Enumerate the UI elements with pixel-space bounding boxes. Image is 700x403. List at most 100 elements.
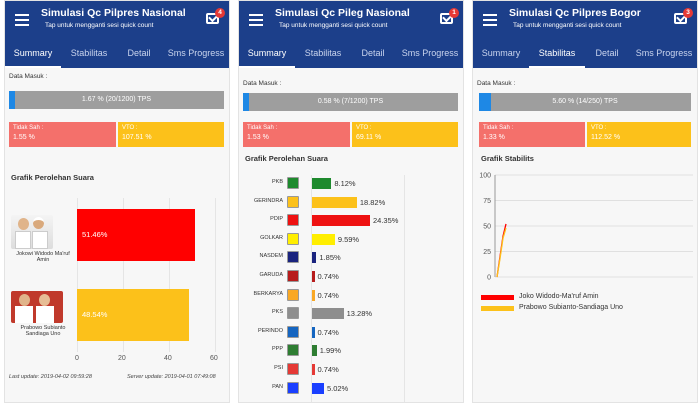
tab-sms-progress[interactable]: Sms Progress <box>401 48 459 58</box>
x-tick-60: 60 <box>210 355 218 362</box>
legend-label-2: Prabowo Subianto-Sandiaga Uno <box>519 304 623 311</box>
inbox-icon[interactable] <box>674 13 687 24</box>
notification-badge: 3 <box>683 8 693 18</box>
candidate-2-photo <box>11 291 63 323</box>
party-row: PSI 0.74% <box>239 361 463 379</box>
series-line-2 <box>496 227 507 278</box>
x-tick-40: 40 <box>164 355 172 362</box>
party-logo-icon <box>287 325 299 338</box>
app-subtitle[interactable]: Tap untuk mengganti sesi quick count <box>45 22 154 29</box>
screen-pileg-nasional: Simulasi Qc Pileg Nasional Tap untuk men… <box>238 0 464 403</box>
candidate-1-photo <box>11 215 53 249</box>
party-row: PKS 13.28% <box>239 305 463 323</box>
party-bar <box>312 196 357 208</box>
app-title[interactable]: Simulasi Qc Pilpres Bogor <box>509 7 641 19</box>
menu-icon[interactable] <box>483 14 497 26</box>
party-name: GOLKAR <box>260 234 283 241</box>
vto-box: VTO : 69.11 % <box>352 122 458 147</box>
progress-text: 0.58 % (7/1200) TPS <box>317 98 384 105</box>
app-title[interactable]: Simulasi Qc Pileg Nasional <box>275 7 410 19</box>
progress-fill <box>9 91 15 109</box>
y-tick-label: 0 <box>487 275 491 282</box>
vto-value: 69.11 % <box>356 134 382 141</box>
data-masuk-label: Data Masuk : <box>477 80 516 87</box>
tab-stabilitas[interactable]: Stabilitas <box>304 48 342 58</box>
party-logo-icon <box>287 251 299 264</box>
notification-badge: 4 <box>215 8 225 18</box>
tab-bar: Summary Stabilitas Detail Sms Progress <box>473 41 697 68</box>
party-name: GARUDA <box>259 272 283 278</box>
party-value: 0.74% <box>317 290 339 300</box>
party-value: 5.02% <box>326 383 349 393</box>
menu-icon[interactable] <box>249 14 263 26</box>
party-row: NASDEM 1.85% <box>239 249 463 267</box>
tab-sms-progress[interactable]: Sms Progress <box>635 48 693 58</box>
y-tick-label: 75 <box>483 198 491 205</box>
party-name: GERINDRA <box>253 197 283 204</box>
app-subtitle[interactable]: Tap untuk mengganti sesi quick count <box>513 22 622 29</box>
party-bar <box>312 289 315 301</box>
tidak-sah-box: Tidak Sah : 1.33 % <box>479 122 585 147</box>
party-logo-icon <box>287 288 299 301</box>
notification-badge: 1 <box>449 8 459 18</box>
tidak-sah-box: Tidak Sah : 1.53 % <box>243 122 350 147</box>
party-name: PDIP <box>270 216 283 223</box>
party-value: 24.35% <box>373 216 399 226</box>
tab-stabilitas[interactable]: Stabilitas <box>70 48 108 58</box>
party-logo-icon <box>287 344 299 357</box>
app-subtitle[interactable]: Tap untuk mengganti sesi quick count <box>279 22 388 29</box>
party-name: PKB <box>271 179 283 185</box>
candidate-2-label: Prabowo Subianto Sandiaga Uno <box>20 325 66 337</box>
tidak-sah-value: 1.33 % <box>483 134 505 141</box>
party-row: GOLKAR 9.59% <box>239 231 463 249</box>
progress-text: 5.60 % (14/250) TPS <box>552 98 618 105</box>
stability-chart: 0 25 50 75 100 <box>479 173 693 282</box>
party-bar <box>312 215 370 227</box>
app-bar: Simulasi Qc Pilpres Nasional Tap untuk m… <box>5 1 229 41</box>
data-masuk-label: Data Masuk : <box>9 73 48 80</box>
last-update: Last update: 2019-04-02 09:59:28 <box>9 374 92 380</box>
party-value: 0.74% <box>317 327 339 337</box>
tidak-sah-label: Tidak Sah : <box>247 125 278 131</box>
party-value: 1.99% <box>319 346 342 356</box>
tab-detail[interactable]: Detail <box>127 48 151 58</box>
party-logo-icon <box>287 232 299 245</box>
tab-summary[interactable]: Summary <box>239 41 295 68</box>
data-masuk-progress: 0.58 % (7/1200) TPS <box>243 93 458 111</box>
inbox-icon[interactable] <box>206 13 219 24</box>
inbox-icon[interactable] <box>440 13 453 24</box>
tab-summary[interactable]: Summary <box>5 41 61 68</box>
data-masuk-progress: 1.67 % (20/1200) TPS <box>9 91 224 109</box>
menu-icon[interactable] <box>15 14 29 26</box>
party-logo-icon <box>287 214 299 227</box>
progress-text: 1.67 % (20/1200) TPS <box>81 96 152 103</box>
data-masuk-progress: 5.60 % (14/250) TPS <box>479 93 691 111</box>
party-name: BERKARYA <box>253 290 283 297</box>
party-bar <box>312 178 332 189</box>
party-name: PKS <box>271 309 283 316</box>
party-bar <box>312 271 315 282</box>
legend-label-1: Joko Widodo-Ma'ruf Amin <box>519 293 599 300</box>
tab-stabilitas[interactable]: Stabilitas <box>529 41 585 68</box>
vto-value: 112.52 % <box>591 134 621 141</box>
party-name: PSI <box>274 365 283 371</box>
party-row: PDIP 24.35% <box>239 212 463 230</box>
vto-value: 107.51 % <box>122 134 152 141</box>
party-row: PAN 5.02% <box>239 380 463 398</box>
party-value: 18.82% <box>359 197 386 207</box>
party-bar <box>312 364 315 375</box>
tab-detail[interactable]: Detail <box>595 48 619 58</box>
tab-sms-progress[interactable]: Sms Progress <box>167 48 225 58</box>
app-title[interactable]: Simulasi Qc Pilpres Nasional <box>41 7 186 19</box>
party-bar <box>312 382 324 394</box>
vto-label: VTO : <box>591 125 607 131</box>
party-row: GERINDRA 18.82% <box>239 194 463 212</box>
party-logo-icon <box>287 307 299 320</box>
vto-label: VTO : <box>122 125 138 131</box>
tab-detail[interactable]: Detail <box>361 48 385 58</box>
tab-summary[interactable]: Summary <box>481 48 521 58</box>
party-bar <box>312 233 335 245</box>
tab-bar: Summary Stabilitas Detail Sms Progress <box>239 41 463 68</box>
app-bar: Simulasi Qc Pileg Nasional Tap untuk men… <box>239 1 463 41</box>
vto-box: VTO : 112.52 % <box>587 122 691 147</box>
